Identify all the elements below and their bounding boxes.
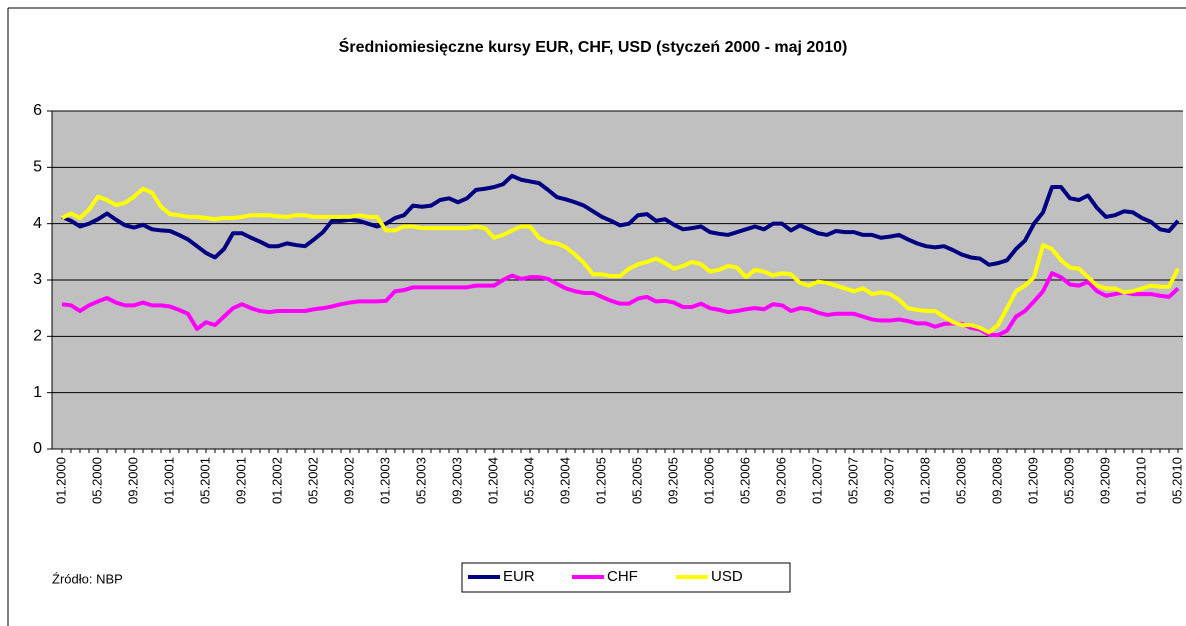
x-tick-label: 09.2004 <box>557 457 572 504</box>
x-tick-label: 09.2002 <box>341 457 356 504</box>
y-tick-label: 6 <box>33 102 42 119</box>
x-tick-label: 01.2010 <box>1133 457 1148 504</box>
x-tick-label: 01.2008 <box>917 457 932 504</box>
y-tick-label: 0 <box>33 440 42 457</box>
x-tick-label: 01.2000 <box>53 457 68 504</box>
x-tick-label: 01.2005 <box>593 457 608 504</box>
x-tick-label: 05.2004 <box>521 457 536 504</box>
x-tick-label: 01.2002 <box>269 457 284 504</box>
x-tick-label: 09.2009 <box>1097 457 1112 504</box>
y-tick-label: 3 <box>33 271 42 288</box>
source-note: Źródło: NBP <box>52 571 123 586</box>
x-tick-label: 09.2006 <box>773 457 788 504</box>
series-line <box>61 271 1180 338</box>
x-tick-label: 05.2006 <box>737 457 752 504</box>
x-tick-label: 01.2006 <box>701 457 716 504</box>
series-line <box>61 173 1180 267</box>
x-tick-label: 05.2002 <box>305 457 320 504</box>
legend-label: EUR <box>503 568 535 585</box>
x-tick-label: 09.2001 <box>233 457 248 504</box>
x-tick-label: 01.2004 <box>485 457 500 504</box>
x-tick-label: 01.2007 <box>809 457 824 504</box>
legend <box>461 562 791 593</box>
x-tick-label: 01.2009 <box>1025 457 1040 504</box>
y-tick-label: 1 <box>33 384 42 401</box>
x-tick-label: 09.2008 <box>989 457 1004 504</box>
x-tick-label: 09.2003 <box>449 457 464 504</box>
x-tick-label: 05.2003 <box>413 457 428 504</box>
legend-label: USD <box>711 568 743 585</box>
x-tick-label: 05.2009 <box>1061 457 1076 504</box>
x-tick-label: 09.2000 <box>125 457 140 504</box>
chart-title: Średniomiesięczne kursy EUR, CHF, USD (s… <box>339 37 848 56</box>
y-tick-label: 2 <box>33 328 42 345</box>
y-tick-label: 4 <box>33 215 42 232</box>
x-tick-label: 05.2001 <box>197 457 212 504</box>
x-tick-label: 01.2003 <box>377 457 392 504</box>
x-tick-label: 09.2005 <box>665 457 680 504</box>
legend-label: CHF <box>607 568 638 585</box>
x-tick-label: 01.2001 <box>161 457 176 504</box>
x-tick-label: 05.2010 <box>1169 457 1184 504</box>
y-tick-label: 5 <box>33 159 42 176</box>
x-tick-label: 05.2005 <box>629 457 644 504</box>
series-line <box>61 186 1180 335</box>
x-tick-label: 05.2007 <box>845 457 860 504</box>
x-tick-label: 05.2000 <box>89 457 104 504</box>
x-tick-label: 05.2008 <box>953 457 968 504</box>
x-tick-label: 09.2007 <box>881 457 896 504</box>
